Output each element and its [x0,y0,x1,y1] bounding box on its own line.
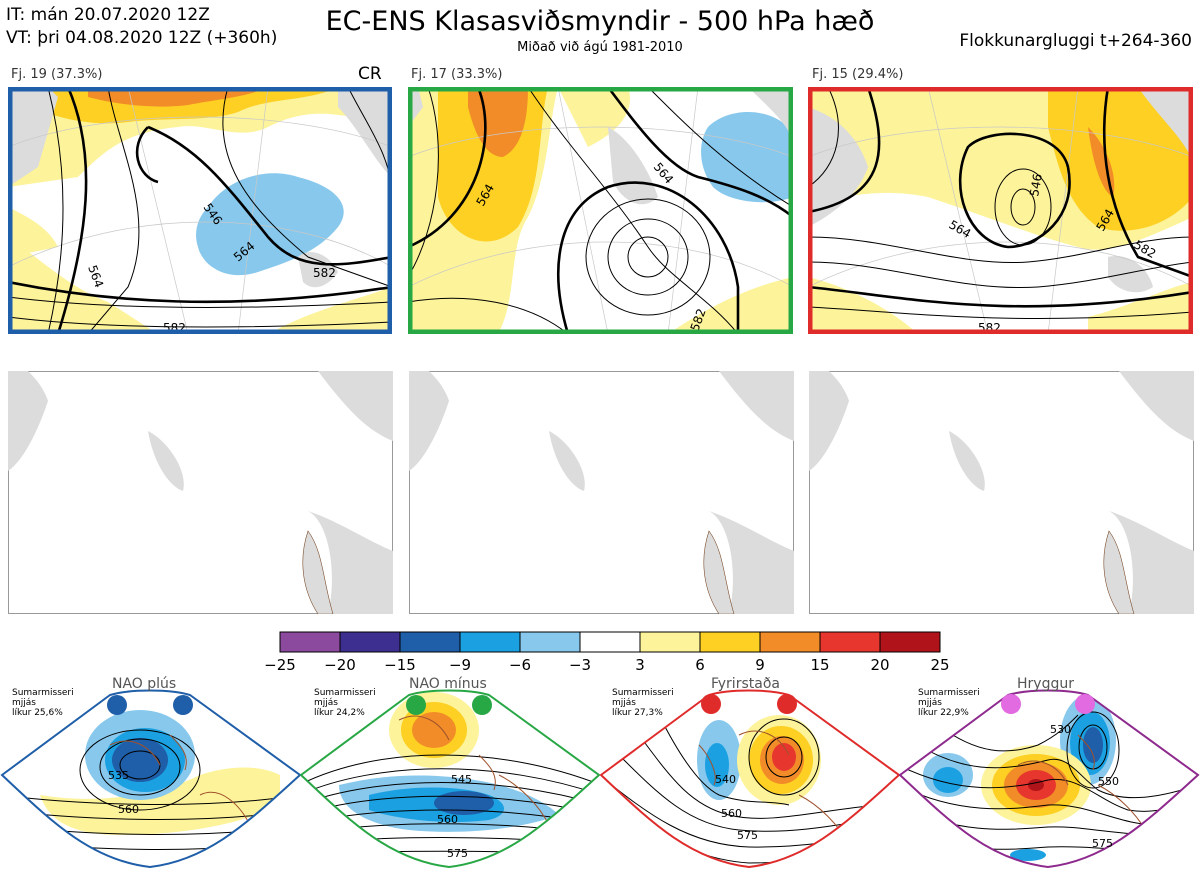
regime-3-info: Sumarmisseri mjjás líkur 27,3% [612,688,674,718]
regime-1-marker-left [107,695,127,715]
regime-map-nao-minus: 545 560 575 [299,689,601,869]
regime-2-prob: líkur 24,2% [314,708,365,718]
regime-4-marker-right [1075,694,1095,714]
regime-map-nao-plus: 535 560 [0,689,302,869]
colorbar-tick: −3 [568,656,592,674]
regime-4-marker-left [1001,694,1021,714]
regime-2-marker-left [406,695,426,715]
regime-4-season: Sumarmisseri [918,688,980,698]
empty-map-1 [8,371,393,614]
regime-4-border [898,689,1200,869]
regime-1-contour-560: 560 [118,803,139,816]
colorbar [279,631,941,653]
regime-1-season: Sumarmisseri [12,688,74,698]
panel-1-tag: CR [358,64,382,84]
colorbar-tick: −20 [324,656,356,674]
colorbar-swatch [340,632,400,652]
regime-1-border [0,689,302,869]
colorbar-tick: −9 [448,656,472,674]
regime-4-freq: mjjás [918,698,942,708]
regime-2-contour-560: 560 [437,813,458,826]
regime-3-border [599,689,901,869]
colorbar-tick: −15 [384,656,416,674]
colorbar-tick: −6 [508,656,532,674]
regime-1-freq: mjjás [12,698,36,708]
colorbar-tick: 15 [810,656,830,674]
colorbar-tick: 3 [635,656,645,674]
regime-map-ridge: 530 550 575 [898,689,1200,869]
colorbar-swatch [760,632,820,652]
colorbar-tick: 9 [755,656,765,674]
panel-3-border [808,87,1193,334]
regime-1-marker-right [173,695,193,715]
colorbar-swatch [460,632,520,652]
panel-1-border [8,87,392,334]
regime-2-marker-right [472,695,492,715]
regime-2-title: NAO mínus [409,676,487,692]
p1-contour-582: 582 [313,266,336,280]
colorbar-swatch [880,632,940,652]
regime-1-contour-535: 535 [108,769,129,782]
panel-3-label: Fj. 15 (29.4%) [812,67,904,82]
colorbar-swatch [820,632,880,652]
cluster-map-3: 546 564 564 582 582 [808,87,1193,334]
page-subtitle: Miðað við ágú 1981-2010 [517,40,683,55]
page-title: EC-ENS Klasasviðsmyndir - 500 hPa hæð [325,6,875,37]
p3-contour-546: 546 [1027,173,1045,198]
regime-1-info: Sumarmisseri mjjás líkur 25,6% [12,688,74,718]
valid-time: VT: þri 04.08.2020 12Z (+360h) [6,28,278,48]
panel-1-label: Fj. 19 (37.3%) [11,67,103,82]
colorbar-swatch [520,632,580,652]
colorbar-tick: −25 [264,656,296,674]
regime-4-prob: líkur 22,9% [918,708,969,718]
colorbar-tick: 25 [930,656,950,674]
colorbar-tick: 20 [870,656,890,674]
colorbar-swatch [700,632,760,652]
regime-2-border [299,689,601,869]
regime-1-title: NAO plús [112,676,177,692]
empty-map-3 [809,371,1194,614]
regime-3-prob: líkur 27,3% [612,708,663,718]
panel-2-border [408,87,793,334]
initial-time: IT: mán 20.07.2020 12Z [6,5,210,25]
regime-2-freq: mjjás [314,698,338,708]
regime-4-title: Hryggur [1017,676,1074,692]
cluster-map-2: 564 564 582 [408,87,793,334]
regime-3-contour-560: 560 [721,807,742,820]
regime-map-blocking: 540 560 575 [599,689,901,869]
cluster-map-1: 546 564 582 564 582 [8,87,392,334]
regime-1-prob: líkur 25,6% [12,708,63,718]
regime-3-marker-left [701,694,721,714]
regime-3-season: Sumarmisseri [612,688,674,698]
regime-4-contour-575: 575 [1092,837,1113,850]
regime-2-info: Sumarmisseri mjjás líkur 24,2% [314,688,376,718]
classification-window: Flokkunargluggi t+264-360 [959,31,1192,51]
colorbar-swatch [280,632,340,652]
colorbar-swatch [640,632,700,652]
regime-3-freq: mjjás [612,698,636,708]
regime-4-contour-530: 530 [1050,723,1071,736]
colorbar-tick: 6 [695,656,705,674]
empty-map-2 [409,371,794,614]
regime-3-marker-right [777,694,797,714]
header-left: IT: mán 20.07.2020 12Z VT: þri 04.08.202… [6,4,277,50]
regime-2-contour-575: 575 [447,847,468,860]
regime-4-contour-550: 550 [1098,775,1119,788]
colorbar-swatch [580,632,640,652]
regime-3-contour-575: 575 [737,829,758,842]
regime-3-title: Fyrirstaða [711,676,780,692]
regime-3-contour-540: 540 [715,773,736,786]
regime-4-info: Sumarmisseri mjjás líkur 22,9% [918,688,980,718]
panel-2-label: Fj. 17 (33.3%) [411,67,503,82]
regime-2-contour-545: 545 [451,773,472,786]
colorbar-swatch [400,632,460,652]
regime-2-season: Sumarmisseri [314,688,376,698]
